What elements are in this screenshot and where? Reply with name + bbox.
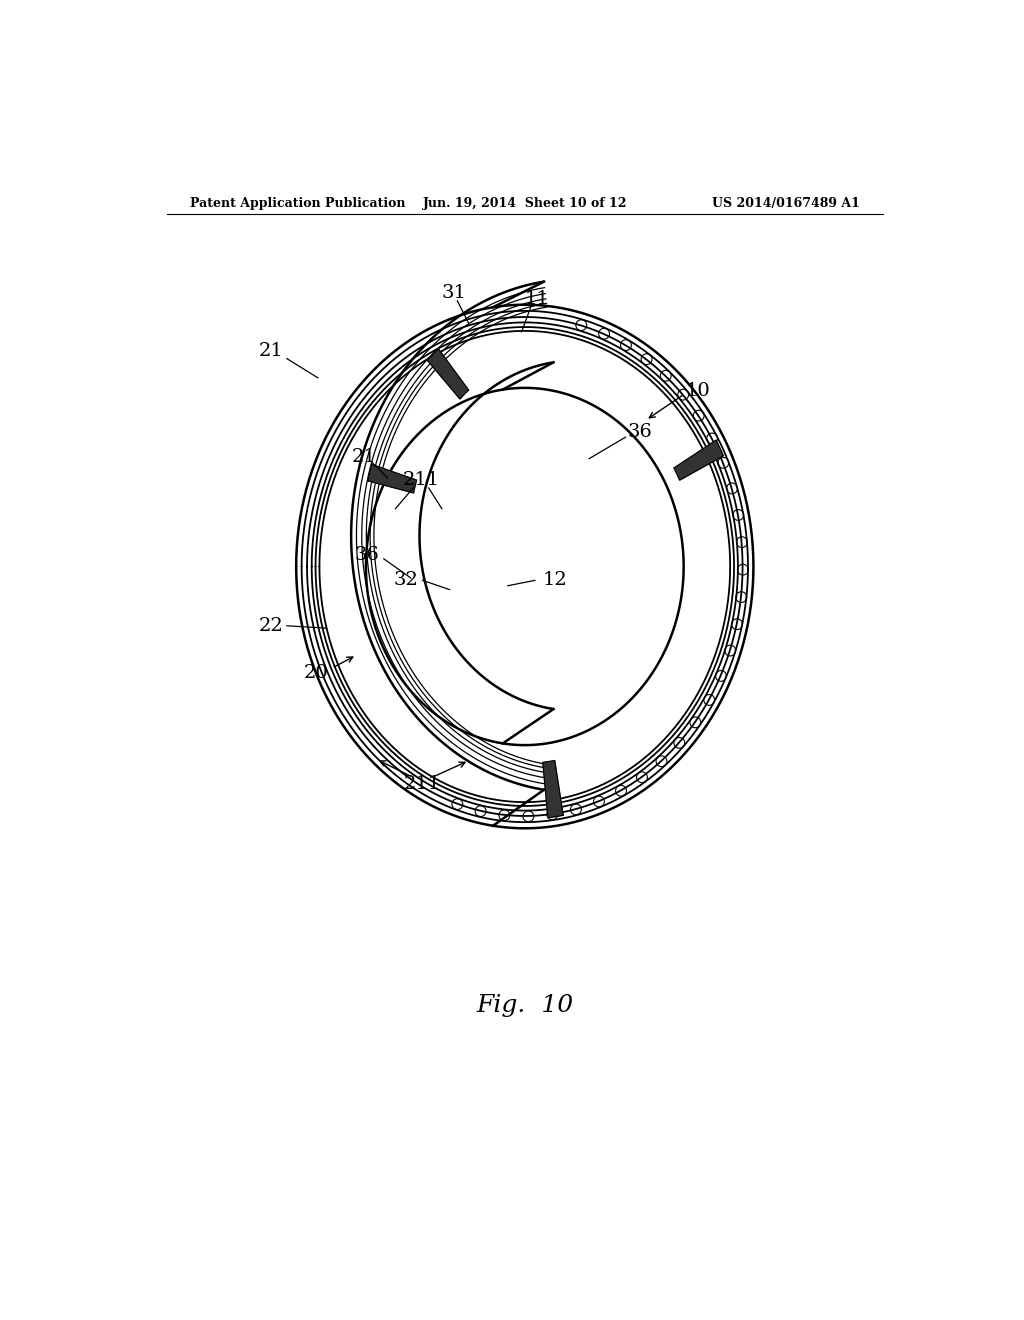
Text: 20: 20 <box>303 664 328 681</box>
Text: 31: 31 <box>441 284 466 302</box>
Text: 36: 36 <box>355 546 380 564</box>
Polygon shape <box>427 348 469 399</box>
Polygon shape <box>674 441 723 480</box>
Text: 32: 32 <box>394 570 419 589</box>
Text: US 2014/0167489 A1: US 2014/0167489 A1 <box>712 197 859 210</box>
Text: 36: 36 <box>628 422 652 441</box>
Polygon shape <box>543 760 563 817</box>
Text: 10: 10 <box>686 381 711 400</box>
Polygon shape <box>368 465 417 492</box>
Text: Patent Application Publication: Patent Application Publication <box>190 197 406 210</box>
Text: 21: 21 <box>259 342 284 360</box>
Text: Fig.  10: Fig. 10 <box>476 994 573 1016</box>
Text: 211: 211 <box>403 775 441 792</box>
Text: 21: 21 <box>352 449 377 466</box>
Text: 11: 11 <box>525 289 550 308</box>
Text: Jun. 19, 2014  Sheet 10 of 12: Jun. 19, 2014 Sheet 10 of 12 <box>423 197 627 210</box>
Text: 12: 12 <box>543 572 567 589</box>
Text: 22: 22 <box>258 616 283 635</box>
Text: 211: 211 <box>402 471 439 490</box>
